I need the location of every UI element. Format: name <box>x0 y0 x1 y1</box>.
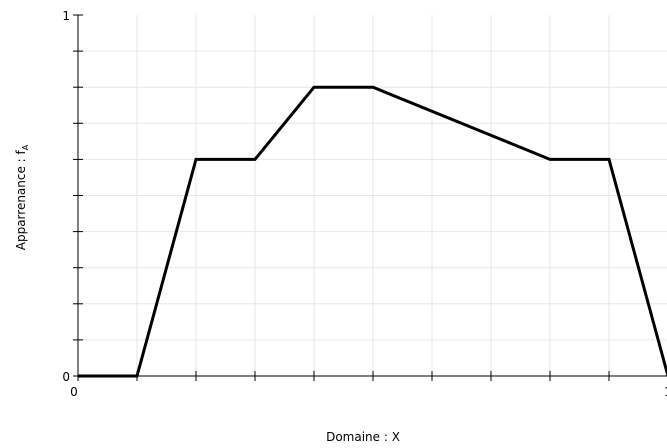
series-line <box>78 85 667 378</box>
x-tick-label-right: 1 <box>664 385 667 399</box>
x-axis-title: Domaine : X <box>326 430 400 444</box>
y-axis-title-main: Apparrenance : f <box>14 149 28 250</box>
y-axis-title-subscript: A <box>21 144 30 150</box>
y-axis-title: Apparrenance : fA <box>14 144 30 250</box>
series <box>78 85 667 378</box>
y-tick-label-top: 1 <box>62 9 70 23</box>
x-tick-label-left: 0 <box>70 385 78 399</box>
y-tick-label-bottom: 0 <box>62 370 70 384</box>
grid <box>78 15 667 376</box>
ticks <box>73 14 610 381</box>
